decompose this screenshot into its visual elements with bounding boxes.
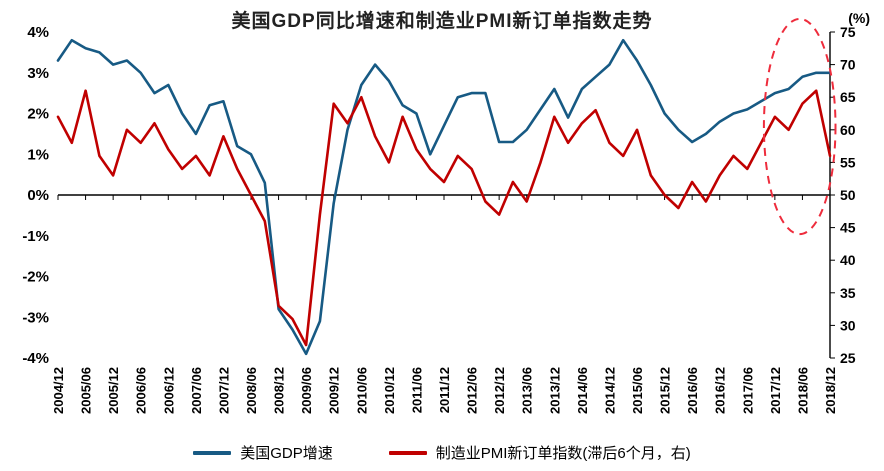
legend-item-pmi: 制造业PMI新订单指数(滞后6个月，右) (388, 442, 691, 463)
x-axis-tick-label: 2013/12 (547, 367, 562, 414)
legend-item-gdp: 美国GDP增速 (193, 442, 333, 463)
x-axis-tick-label: 2015/06 (630, 367, 645, 414)
x-axis-tick-label: 2005/06 (79, 367, 94, 414)
x-axis-tick-label: 2010/06 (354, 367, 369, 414)
x-axis-tick-label: 2008/06 (244, 367, 259, 414)
x-axis-tick-label: 2012/12 (492, 367, 507, 414)
right-axis-unit-label: (%) (848, 10, 870, 26)
x-axis-tick-label: 2007/12 (216, 367, 231, 414)
right-axis-tick-label: 75 (840, 24, 856, 40)
pmi-line (56, 89, 832, 347)
x-axis-tick-label: 2007/06 (189, 367, 204, 414)
x-axis-tick-label: 2016/06 (685, 367, 700, 414)
legend-label-pmi: 制造业PMI新订单指数(滞后6个月，右) (435, 445, 691, 462)
x-axis-tick-label: 2013/06 (520, 367, 535, 414)
right-axis-tick-label: 70 (840, 57, 856, 73)
x-axis-tick-label: 2005/12 (106, 367, 121, 414)
x-axis-tick-label: 2006/06 (134, 367, 149, 414)
right-axis-tick-label: 55 (840, 154, 856, 170)
x-axis-tick-label: 2012/06 (465, 367, 480, 414)
x-axis-tick-label: 2015/12 (658, 367, 673, 414)
chart-legend: 美国GDP增速 制造业PMI新订单指数(滞后6个月，右) (0, 442, 884, 463)
left-axis-tick-label: 0% (27, 187, 49, 204)
x-axis-tick-label: 2006/12 (161, 367, 176, 414)
chart-title: 美国GDP同比增速和制造业PMI新订单指数走势 (231, 11, 653, 32)
left-axis-tick-label: -1% (22, 228, 49, 245)
left-axis-tick-label: 4% (27, 24, 49, 41)
x-axis-tick-label: 2017/06 (740, 367, 755, 414)
right-axis-tick-label: 50 (840, 187, 856, 203)
left-axis-tick-label: -3% (22, 309, 49, 326)
x-axis-tick-label: 2014/06 (575, 367, 590, 414)
left-axis-tick-label: -2% (22, 269, 49, 286)
x-axis-tick-label: 2014/12 (602, 367, 617, 414)
x-axis-tick-label: 2017/12 (768, 367, 783, 414)
pmi-line-swatch (388, 450, 427, 455)
gdp-line (56, 38, 832, 356)
left-axis-tick-label: 3% (27, 65, 49, 82)
x-axis-tick-label: 2008/12 (272, 367, 287, 414)
x-axis-tick-label: 2009/06 (299, 367, 314, 414)
x-axis-tick-label: 2011/12 (437, 367, 452, 413)
x-axis-tick-label: 2010/12 (382, 367, 397, 414)
right-axis-tick-label: 35 (840, 285, 856, 301)
axes: 4% 3% 2% 1% 0% -1% -2% -3% -4% 75 70 65 60 55 50 45 40 35… (22, 24, 855, 414)
right-axis-tick-label: 45 (840, 220, 856, 236)
right-axis-tick-label: 25 (840, 350, 856, 366)
x-axis-tick-label: 2011/06 (409, 367, 424, 413)
gdp-pmi-dual-axis-chart: 4% 3% 2% 1% 0% -1% -2% -3% -4% 75 70 65 60 55 50 45 40 35… (22, 17, 856, 414)
right-axis-tick-label: 30 (840, 317, 856, 333)
x-axis-tick-label: 2009/12 (327, 367, 342, 414)
gdp-line-swatch (193, 450, 232, 455)
left-axis-tick-label: 1% (27, 146, 49, 163)
left-axis-tick-label: -4% (22, 350, 49, 367)
x-axis-tick-label: 2016/12 (713, 367, 728, 414)
right-axis-tick-label: 60 (840, 122, 856, 138)
right-axis-tick-label: 40 (840, 252, 856, 268)
left-axis-tick-label: 2% (27, 106, 49, 123)
x-axis-tick-label: 2018/06 (795, 367, 810, 414)
right-axis-tick-label: 65 (840, 89, 856, 105)
x-axis-tick-label: 2004/12 (51, 367, 66, 414)
highlight-ellipse (762, 17, 837, 236)
legend-label-gdp: 美国GDP增速 (240, 445, 333, 462)
x-axis-tick-label: 2018/12 (823, 367, 838, 414)
